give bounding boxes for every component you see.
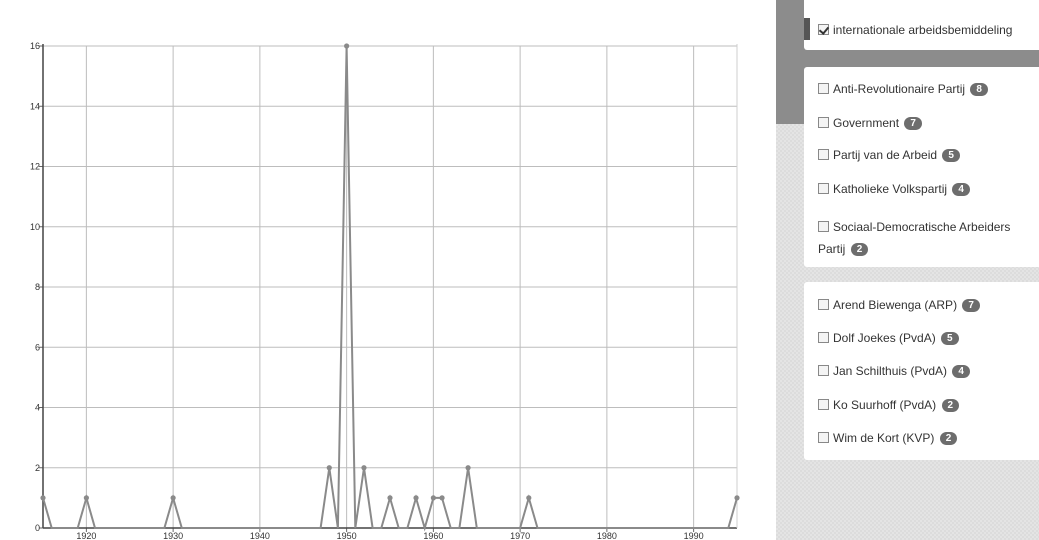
data-point: [526, 495, 532, 501]
y-tick-label: 2: [35, 463, 40, 473]
topic-checkbox[interactable]: [818, 24, 829, 35]
x-tick-label: 1970: [510, 531, 530, 540]
y-tick-label: 0: [35, 523, 40, 533]
x-tick-label: 1990: [684, 531, 704, 540]
party-facet-box: Anti-Revolutionaire Partij 8 Government …: [804, 67, 1039, 267]
count-badge: 4: [952, 183, 970, 196]
y-tick-label: 14: [30, 101, 40, 111]
x-tick-label: 1960: [423, 531, 443, 540]
person-facet-item[interactable]: Ko Suurhoff (PvdA) 2: [818, 397, 1036, 413]
y-tick-label: 6: [35, 342, 40, 352]
count-badge: 2: [850, 243, 869, 256]
party-label-line2: Partij: [818, 242, 846, 256]
data-point: [734, 495, 740, 501]
person-label: Dolf Joekes (PvdA): [833, 331, 936, 345]
x-tick-label: 1980: [597, 531, 617, 540]
count-badge: 7: [962, 299, 980, 312]
party-label: Sociaal-Democratische Arbeiders: [833, 220, 1011, 234]
party-facet-item[interactable]: Katholieke Volkspartij 4: [818, 181, 1036, 197]
party-facet-item[interactable]: Partij van de Arbeid 5: [818, 147, 1036, 163]
data-point: [170, 495, 176, 501]
x-tick-label: 1920: [76, 531, 96, 540]
data-point: [344, 43, 350, 49]
data-point: [439, 495, 445, 501]
person-checkbox[interactable]: [818, 399, 829, 410]
topic-facet-item[interactable]: internationale arbeidsbemiddeling: [818, 22, 1036, 38]
person-facet-box: Arend Biewenga (ARP) 7 Dolf Joekes (PvdA…: [804, 282, 1039, 460]
party-checkbox[interactable]: [818, 183, 829, 194]
party-label: Anti-Revolutionaire Partij: [833, 82, 966, 96]
person-checkbox[interactable]: [818, 432, 829, 443]
count-badge: 4: [952, 365, 970, 378]
data-point: [40, 495, 46, 501]
person-label: Ko Suurhoff (PvdA): [833, 398, 937, 412]
y-tick-label: 4: [35, 403, 40, 413]
person-facet-item[interactable]: Wim de Kort (KVP) 2: [818, 430, 1036, 446]
data-point: [430, 495, 436, 501]
party-checkbox[interactable]: [818, 83, 829, 94]
party-checkbox[interactable]: [818, 221, 829, 232]
x-tick-label: 1930: [163, 531, 183, 540]
data-point: [361, 465, 367, 471]
party-facet-item[interactable]: Sociaal-Democratische Arbeiders Partij 2: [818, 216, 1036, 260]
person-checkbox[interactable]: [818, 365, 829, 376]
count-badge: 5: [942, 149, 960, 162]
data-point: [413, 495, 419, 501]
person-checkbox[interactable]: [818, 332, 829, 343]
series-line: [42, 45, 738, 532]
count-badge: 5: [941, 332, 959, 345]
data-point: [465, 465, 471, 471]
party-checkbox[interactable]: [818, 149, 829, 160]
party-label-continuation: Partij 2: [818, 238, 1036, 260]
data-point: [326, 465, 332, 471]
y-tick-label: 10: [30, 222, 40, 232]
person-checkbox[interactable]: [818, 299, 829, 310]
party-label: Katholieke Volkspartij: [833, 182, 948, 196]
person-label: Wim de Kort (KVP): [833, 431, 935, 445]
person-facet-item[interactable]: Arend Biewenga (ARP) 7: [818, 297, 1036, 313]
count-badge: 7: [904, 117, 922, 130]
party-checkbox[interactable]: [818, 117, 829, 128]
person-label: Arend Biewenga (ARP): [833, 298, 958, 312]
x-tick-label: 1940: [250, 531, 270, 540]
party-label: Partij van de Arbeid: [833, 148, 938, 162]
data-point: [387, 495, 393, 501]
party-label: Government: [833, 116, 900, 130]
count-badge: 2: [941, 399, 960, 412]
party-facet-item[interactable]: Government 7: [818, 115, 1036, 131]
timeline-chart: 0 2 4 6 8 10 12 14 16 1920 1930 1940 1950 1960 1970 198…: [29, 41, 740, 540]
data-point: [83, 495, 89, 501]
person-facet-item[interactable]: Jan Schilthuis (PvdA) 4: [818, 363, 1036, 379]
timeline-chart-svg: 0 2 4 6 8 10 12 14 16 1920 1930 1940 1950 1960 1970 198…: [30, 41, 740, 540]
person-facet-item[interactable]: Dolf Joekes (PvdA) 5: [818, 330, 1036, 346]
y-tick-label: 16: [30, 41, 40, 51]
person-label: Jan Schilthuis (PvdA): [833, 364, 948, 378]
count-badge: 8: [970, 83, 988, 96]
facet-sidebar: internationale arbeidsbemiddeling Anti-R…: [776, 0, 1039, 540]
y-tick-label: 12: [30, 162, 40, 172]
y-tick-label: 8: [35, 282, 40, 292]
topic-facet-box: internationale arbeidsbemiddeling: [804, 0, 1039, 50]
x-tick-label: 1950: [337, 531, 357, 540]
topic-label: internationale arbeidsbemiddeling: [833, 23, 1013, 37]
count-badge: 2: [939, 432, 958, 445]
party-facet-item[interactable]: Anti-Revolutionaire Partij 8: [818, 81, 1036, 97]
selected-accent-bar: [804, 18, 810, 40]
